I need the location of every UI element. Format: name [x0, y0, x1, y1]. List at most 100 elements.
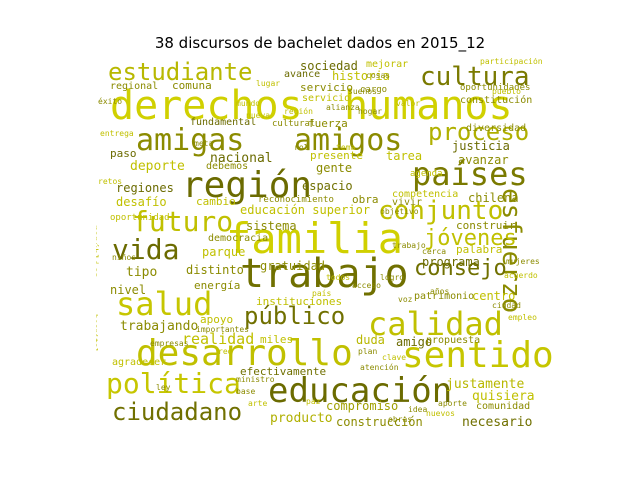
- word-5: desarrollo: [136, 333, 353, 374]
- word-14: países: [412, 155, 528, 193]
- word-38: historia: [332, 69, 390, 83]
- word-27: nacional: [210, 151, 273, 166]
- word-55: chilena: [468, 191, 519, 205]
- word-134: empleo: [508, 313, 537, 322]
- word-72: apoyo: [200, 313, 234, 326]
- word-29: sistema: [246, 219, 297, 233]
- word-103: cerca: [422, 247, 447, 256]
- word-18: conjunto: [378, 196, 504, 226]
- word-60: quisiera: [472, 389, 535, 404]
- word-125: éxito: [98, 97, 123, 106]
- word-62: efectivamente: [240, 365, 327, 378]
- word-17: futuro: [132, 205, 234, 238]
- word-24: jóvenes: [424, 226, 517, 251]
- word-45: desafío: [116, 195, 167, 209]
- word-1: humanos: [344, 83, 513, 129]
- word-3: trabajo: [240, 251, 409, 297]
- word-112: voz: [398, 295, 413, 304]
- word-7: región: [182, 165, 313, 206]
- word-53: tarea: [386, 149, 423, 163]
- word-74: cambio: [196, 195, 236, 208]
- word-96: cosas: [366, 71, 391, 80]
- word-71: parque: [202, 245, 246, 259]
- word-135: trabajo: [392, 241, 426, 250]
- word-21: público: [244, 302, 346, 330]
- word-77: patrimonio: [414, 291, 475, 302]
- word-32: instituciones: [256, 295, 343, 308]
- word-95: servicio: [302, 93, 351, 104]
- word-98: rol: [294, 143, 309, 152]
- word-73: paso: [110, 147, 137, 160]
- word-124: retos: [98, 177, 123, 186]
- word-34: producto: [270, 411, 333, 426]
- word-64: duda: [356, 333, 385, 347]
- word-97: empresas: [150, 339, 189, 348]
- word-99: lugar: [256, 79, 281, 88]
- word-114: plan: [358, 347, 378, 356]
- word-119: arte: [248, 399, 268, 408]
- word-110: años: [430, 287, 450, 296]
- word-92: reconocimiento: [258, 195, 334, 205]
- word-69: distinto: [186, 263, 244, 277]
- word-133: ciudad: [492, 301, 521, 310]
- word-58: palabra: [456, 243, 503, 256]
- word-65: amigo: [396, 335, 433, 349]
- word-86: participación: [480, 58, 543, 66]
- word-51: fundamental: [190, 117, 257, 128]
- word-126: tema: [336, 143, 356, 152]
- word-30: democracia: [208, 233, 269, 244]
- word-40: gente: [316, 161, 353, 175]
- word-25: trabajando: [120, 319, 199, 334]
- word-106: meta: [194, 139, 214, 148]
- word-101: hogar: [358, 107, 383, 116]
- word-2: familia: [226, 214, 404, 263]
- word-84: cultural: [272, 119, 316, 129]
- word-66: propuesta: [426, 335, 481, 346]
- word-6: sentido: [402, 335, 552, 376]
- word-20: consejo: [414, 256, 507, 281]
- word-50: fuerza: [308, 117, 348, 130]
- word-79: debemos: [206, 161, 249, 172]
- word-93: objetivo: [380, 207, 419, 216]
- word-47: regional: [110, 81, 159, 92]
- word-128: región: [284, 107, 313, 116]
- word-42: educación superior: [240, 203, 371, 217]
- word-19: vida: [112, 233, 180, 266]
- word-82: república: [96, 224, 99, 279]
- word-49: servicio: [300, 81, 353, 94]
- word-91: obra: [352, 193, 379, 206]
- word-105: nueva: [246, 111, 271, 120]
- word-136: ministro: [236, 375, 275, 384]
- word-67: tipo: [126, 265, 158, 280]
- word-76: mejorar: [366, 59, 409, 70]
- word-120: idea: [408, 405, 428, 414]
- word-122: nuevos: [426, 409, 455, 418]
- word-46: comuna: [172, 79, 212, 92]
- word-8: calidad: [368, 305, 503, 343]
- word-89: agenda: [410, 169, 443, 179]
- word-116: base: [236, 387, 256, 396]
- word-0: derechos: [110, 83, 303, 129]
- word-10: amigas: [136, 123, 245, 158]
- word-130: pueblo: [492, 87, 521, 96]
- word-37: justamente: [446, 377, 525, 392]
- word-31: gratuidad: [260, 259, 326, 273]
- word-88: importantes: [196, 325, 249, 334]
- word-115: clave: [382, 353, 407, 362]
- word-36: necesario: [462, 415, 533, 428]
- word-61: comunidad: [476, 401, 531, 412]
- word-129: alianza: [326, 103, 360, 112]
- word-43: deporte: [130, 159, 185, 174]
- word-57: programa: [422, 255, 480, 269]
- word-80: cargo: [360, 85, 388, 95]
- word-83: oportunidad: [110, 213, 170, 223]
- word-28: justicia: [452, 139, 510, 153]
- word-54: avanzar: [458, 153, 509, 167]
- word-94: diversidad: [466, 123, 527, 134]
- word-68: nivel: [110, 283, 147, 297]
- word-107: acceso: [352, 281, 381, 290]
- word-78: agradecer: [112, 357, 167, 368]
- word-56: construir: [456, 219, 516, 232]
- word-48: avance: [284, 69, 321, 80]
- word-44: regiones: [116, 181, 174, 195]
